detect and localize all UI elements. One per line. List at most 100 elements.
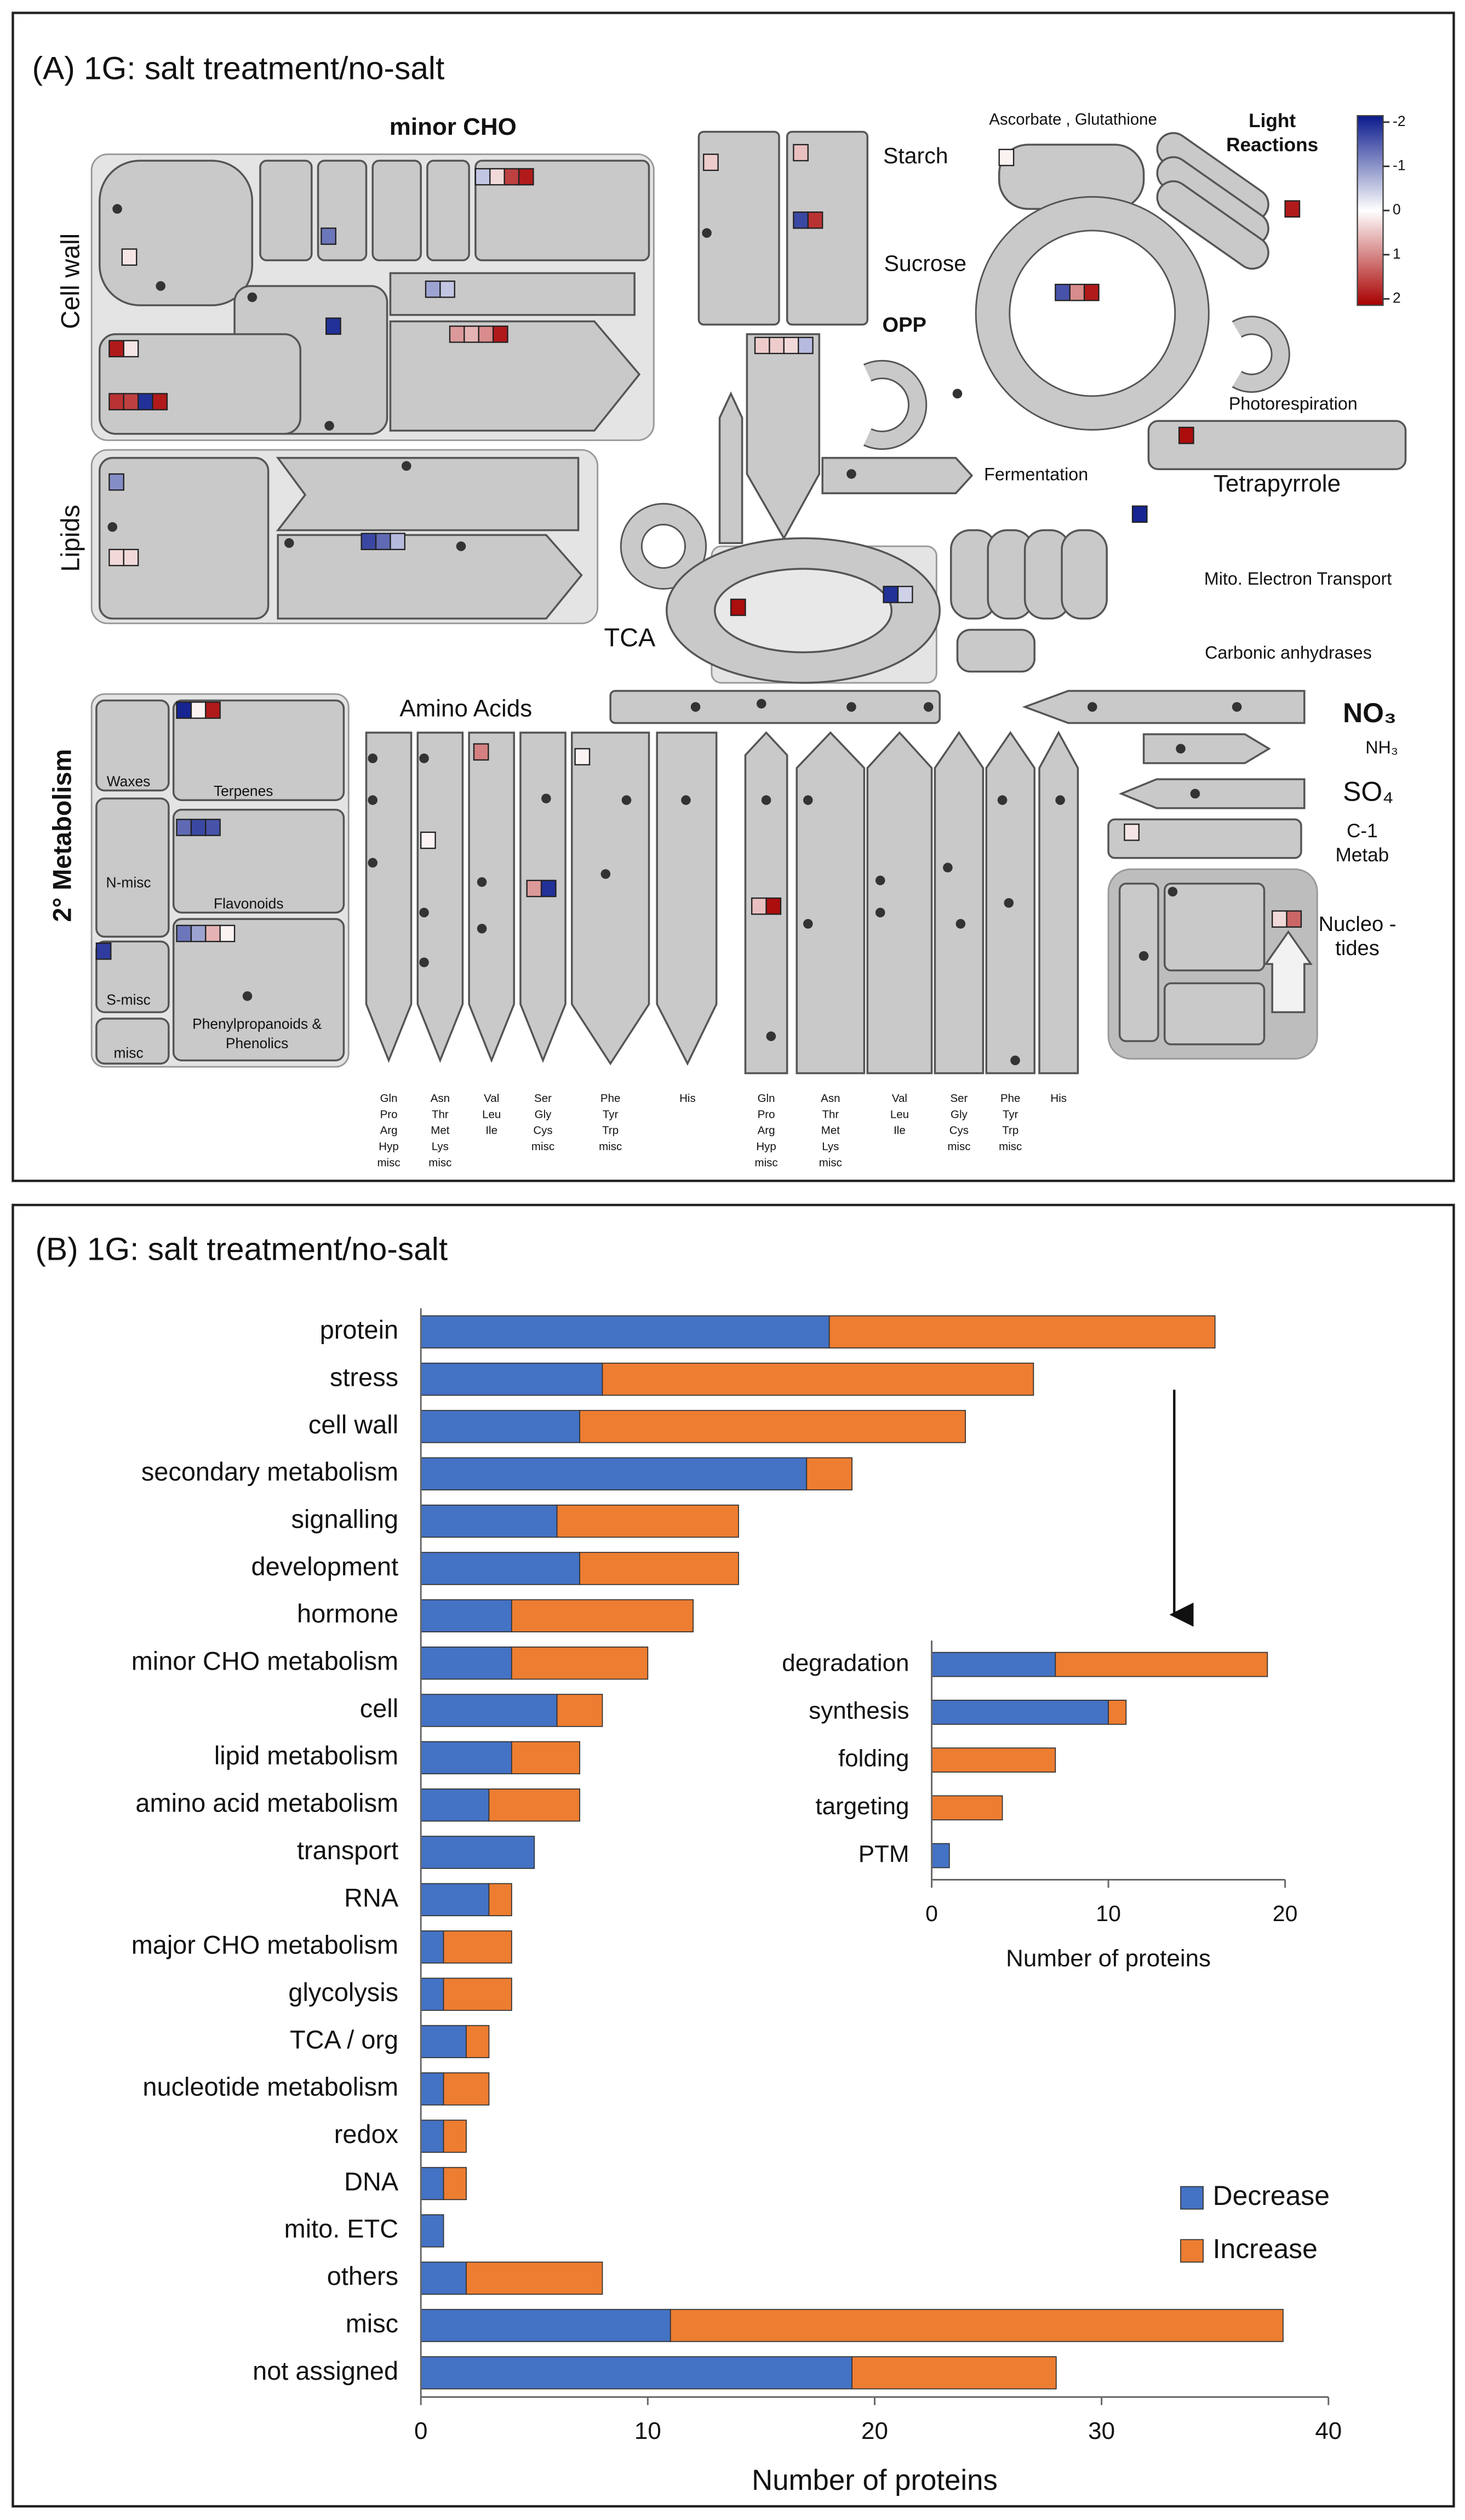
heatmap-cell (473, 743, 489, 761)
amino-acid-label: Gln (758, 1092, 775, 1105)
heatmap-cell (123, 340, 139, 358)
map-label: Cell wall (56, 233, 84, 329)
heatmap-cell (449, 325, 465, 343)
x-tick-label: 30 (1088, 2418, 1115, 2444)
heatmap-cell (574, 748, 591, 765)
map-label: OPP (882, 313, 926, 336)
map-label: Carbonic anhydrases (1205, 643, 1372, 662)
legend-label: Increase (1213, 2233, 1318, 2264)
heatmap-cell (492, 325, 508, 343)
heatmap-cell (205, 701, 221, 719)
heatmap-cell (518, 168, 534, 186)
bar-segment (420, 2214, 444, 2248)
category-label: targeting (815, 1793, 909, 1820)
heatmap-cell (751, 897, 767, 915)
amino-acid-label: Cys (949, 1124, 969, 1137)
map-label: minor CHO (390, 113, 517, 140)
x-tick-label: 0 (414, 2418, 427, 2444)
bar-segment (579, 1410, 966, 1443)
heatmap-cell (1069, 283, 1085, 301)
amino-acid-label: Pro (380, 1108, 398, 1121)
map-label: Light (1249, 110, 1296, 132)
heatmap-cell (420, 831, 436, 849)
x-tick-label: 40 (1315, 2418, 1342, 2444)
amino-acid-label: Arg (380, 1124, 398, 1137)
bar-segment (511, 1599, 694, 1632)
bar-segment (556, 1504, 739, 1538)
heatmap-cell (526, 879, 542, 898)
amino-acid-label: Leu (890, 1108, 909, 1121)
map-label: NO₃ (1343, 698, 1397, 728)
amino-acid-label: Hyp (379, 1140, 398, 1153)
heatmap-cell (176, 701, 192, 719)
map-label: Metab (1335, 844, 1389, 866)
bar-segment (420, 1410, 580, 1443)
bar-segment (931, 1699, 1109, 1725)
category-label: lipid metabolism (214, 1741, 398, 1770)
bar-segment (466, 2025, 490, 2059)
heatmap-cell (390, 533, 406, 550)
heatmap-cell (503, 168, 520, 186)
category-label: synthesis (809, 1697, 909, 1724)
chart-title: (B) 1G: salt treatment/no-salt (36, 1232, 448, 1267)
color-scale-label: 1 (1393, 245, 1401, 262)
x-tick-label: 10 (634, 2418, 661, 2444)
heatmap-cell (1083, 283, 1100, 301)
pathway-map (90, 130, 1407, 1627)
heatmap-cell (1286, 910, 1302, 928)
x-tick-label: 20 (1273, 1901, 1298, 1926)
bar-segment (556, 1694, 603, 1727)
color-scale-label: 0 (1393, 201, 1401, 218)
amino-acid-label: Val (892, 1092, 907, 1105)
bar-segment (420, 1836, 535, 1869)
map-label: 2° Metabolism (48, 749, 77, 922)
bar-segment (420, 1741, 512, 1775)
bar-segment (602, 1362, 1034, 1396)
amino-acid-label: Asn (431, 1092, 450, 1105)
color-scale-label: -2 (1393, 113, 1405, 129)
x-axis-label: Number of proteins (752, 2464, 998, 2496)
map-label: SO₄ (1343, 776, 1393, 807)
bar-segment (420, 1552, 580, 1585)
amino-acid-label: Gly (535, 1108, 552, 1121)
heatmap-cell (793, 211, 809, 229)
amino-acid-label: Ile (485, 1124, 497, 1137)
heatmap-cell (108, 473, 124, 491)
bar-segment (420, 2308, 671, 2342)
heatmap-cell (425, 280, 441, 298)
color-scale-bar (1357, 115, 1384, 306)
bar-segment (420, 2356, 852, 2390)
amino-acid-label: Val (484, 1092, 499, 1105)
amino-acid-label: Tyr (1003, 1108, 1018, 1121)
bar-segment (420, 2167, 444, 2201)
amino-acid-label: Trp (602, 1124, 619, 1137)
heatmap-cell (998, 148, 1015, 167)
bar-segment (420, 2072, 444, 2106)
amino-acid-label: Thr (432, 1108, 449, 1121)
heatmap-cell (439, 280, 455, 298)
amino-acid-label: misc (531, 1140, 554, 1153)
amino-acid-label: Lys (432, 1140, 449, 1153)
heatmap-cell (137, 393, 153, 410)
heatmap-cell (360, 533, 377, 550)
category-label: DNA (344, 2167, 399, 2196)
amino-acid-label: Met (821, 1124, 840, 1137)
category-label: amino acid metabolism (135, 1789, 398, 1818)
heatmap-cell (123, 393, 139, 410)
x-tick-label: 10 (1096, 1901, 1121, 1926)
category-label: redox (334, 2120, 398, 2148)
amino-acid-label: Phe (600, 1092, 621, 1105)
bar-segment (511, 1646, 649, 1680)
bar-segment (420, 1930, 444, 1964)
map-label: S-misc (106, 992, 151, 1008)
heatmap-cell (205, 819, 221, 836)
bar-segment (420, 1978, 444, 2011)
heatmap-cell (883, 586, 899, 603)
amino-acid-label: Trp (1002, 1124, 1018, 1137)
bar-segment (806, 1457, 852, 1490)
category-label: misc (346, 2309, 398, 2338)
category-label: signalling (291, 1505, 399, 1533)
map-label: Phenolics (226, 1035, 288, 1052)
category-label: glycolysis (288, 1978, 398, 2007)
heatmap-cell (489, 168, 505, 186)
